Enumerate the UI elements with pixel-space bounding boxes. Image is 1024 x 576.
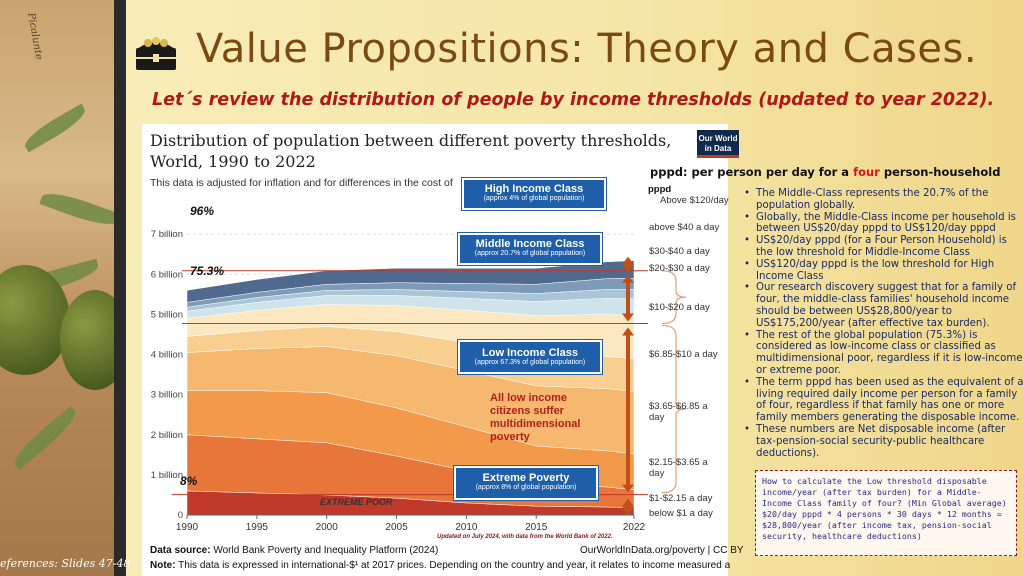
arrow-high-head-up — [622, 256, 634, 265]
owid-credit-link[interactable]: OurWorldInData.org/poverty | CC BY — [580, 545, 744, 556]
y-tick-label: 6 billion — [151, 269, 183, 280]
owid-logo-line2: in Data — [704, 144, 732, 153]
threshold-label: $3.65-$6.85 a day — [649, 401, 708, 423]
y-tick-label: 2 billion — [151, 430, 183, 441]
low-income-class-box: Low Income Class (approx 67.3% of global… — [458, 340, 602, 374]
owid-logo: Our World in Data — [697, 130, 739, 158]
y-tick-label: 4 billion — [151, 350, 183, 361]
y-tick-label: 5 billion — [151, 309, 183, 320]
olive-fruit-icon — [60, 290, 122, 390]
y-tick-label: 7 billion — [151, 229, 183, 240]
threshold-label: $2.15-$3.65 a day — [649, 457, 708, 479]
explanation-bullet-list: The Middle-Class represents the 20.7% of… — [740, 188, 1024, 459]
pct-8-label: 8% — [180, 474, 198, 488]
explanation-bullet: Globally, the Middle-Class income per ho… — [740, 212, 1024, 236]
explanation-bullet: Our research discovery suggest that for … — [740, 282, 1024, 329]
chart-subtitle: This data is adjusted for inflation and … — [150, 177, 453, 189]
pppd-suffix: person-household — [879, 165, 1001, 179]
calculation-note-box: How to calculate the Low threshold dispo… — [755, 470, 1017, 556]
explanation-bullet: The term pppd has been used as the equiv… — [740, 377, 1024, 424]
explanation-bullet: These numbers are Net disposable income … — [740, 424, 1024, 459]
explanation-bullet: The Middle-Class represents the 20.7% of… — [740, 188, 1024, 212]
chart-note-label: Note: — [150, 560, 176, 571]
pppd-four-highlight: four — [853, 165, 880, 179]
x-tick-label: 2005 — [385, 522, 408, 533]
chart-note-text: This data is expressed in international-… — [175, 560, 730, 571]
decorative-olive-panel: Picalunte — [0, 0, 122, 576]
threshold-label: $10-$20 a day — [649, 302, 710, 313]
y-tick-label: 1 billion — [151, 470, 183, 481]
pct-75-label: 75.3% — [190, 264, 225, 278]
high-income-title: High Income Class — [484, 183, 584, 195]
olive-leaf-icon — [39, 186, 121, 232]
x-tick-label: 2022 — [623, 522, 646, 533]
middle-income-class-box: Middle Income Class (approx 20.7% of glo… — [458, 233, 602, 265]
arrow-extreme-head-up — [622, 498, 634, 507]
pct-96-label: 96% — [190, 204, 215, 218]
x-tick-label: 1995 — [246, 522, 269, 533]
threshold-label: $30-$40 a day — [649, 246, 710, 257]
pppd-prefix: pppd: per person per day for a — [650, 165, 854, 179]
low-income-note: All low income citizens suffer multidime… — [490, 392, 581, 443]
x-tick-label: 1990 — [176, 522, 199, 533]
stacked-area-chart: 0 1 billion 2 billion 3 billion 4 billion 5 b… — [151, 229, 687, 533]
data-source: Data source: World Bank Poverty and Ineq… — [150, 545, 438, 556]
threshold-label: $1-$2.15 a day — [649, 493, 713, 504]
low-income-sub: (approx 67.3% of global population) — [474, 359, 586, 366]
arrow-extreme-head-down — [622, 507, 634, 515]
threshold-label: $20-$30 a day — [649, 263, 710, 274]
chart-title: Distribution of population between diffe… — [150, 131, 672, 171]
extreme-poverty-sub: (approx 8% of global population) — [475, 484, 577, 491]
arrow-low-head-down — [622, 484, 634, 493]
extreme-poor-label: EXTREME POOR — [320, 497, 393, 507]
arrow-high-head-down — [622, 264, 634, 273]
data-source-text: World Bank Poverty and Inequality Platfo… — [210, 545, 439, 556]
extreme-poverty-class-box: Extreme Poverty (approx 8% of global pop… — [454, 466, 598, 500]
explanation-bullet: US$120/day pppd is the low threshold for… — [740, 259, 1024, 283]
olive-leaf-icon — [20, 103, 90, 153]
threshold-label: above $40 a day — [649, 222, 720, 233]
threshold-label: Above $120/day — [660, 195, 729, 206]
arrow-low-head-up — [622, 327, 634, 336]
y-tick-label: 3 billion — [151, 390, 183, 401]
olive-leaf-icon — [9, 406, 81, 470]
middle-income-title: Middle Income Class — [475, 238, 585, 250]
x-tick-label: 2010 — [455, 522, 478, 533]
y-tick-label: 0 — [178, 510, 183, 521]
high-income-class-box: High Income Class (approx 4% of global p… — [462, 178, 606, 210]
owid-logo-line1: Our World — [698, 134, 738, 143]
arrow-middle-head-down — [622, 313, 634, 322]
middle-income-sub: (approx 20.7% of global population) — [474, 250, 586, 257]
brace-middle-class — [661, 270, 687, 325]
chart-note: Note: This data is expressed in internat… — [150, 560, 730, 571]
artist-signature: Picalunte — [25, 12, 45, 61]
divider-bar — [114, 0, 126, 576]
low-income-title: Low Income Class — [482, 347, 578, 359]
pppd-definition: pppd: per person per day for a four pers… — [650, 165, 1000, 179]
olive-fruit-icon — [0, 265, 70, 375]
x-tick-label: 2000 — [316, 522, 339, 533]
explanation-bullet: The rest of the global population (75.3%… — [740, 330, 1024, 377]
page-subtitle: Let´s review the distribution of people … — [152, 90, 995, 110]
references-note: eferences: Slides 47-48 — [0, 557, 131, 570]
pppd-short-label: pppd — [648, 184, 672, 195]
updated-note: Updated on July 2024, with data from the… — [437, 534, 613, 540]
high-income-sub: (approx 4% of global population) — [483, 195, 585, 202]
page-title: Value Propositions: Theory and Cases. — [196, 26, 978, 72]
threshold-label: below $1 a day — [649, 508, 713, 519]
treasure-chest-icon — [136, 37, 176, 70]
arrow-middle-head-up — [622, 274, 634, 283]
brace-low-class — [661, 324, 687, 494]
x-tick-label: 2015 — [525, 522, 548, 533]
data-source-label: Data source: — [150, 545, 211, 556]
extreme-poverty-title: Extreme Poverty — [482, 472, 570, 484]
threshold-label: $6.85-$10 a day — [649, 349, 718, 360]
explanation-bullet: US$20/day pppd (for a Four Person Househ… — [740, 235, 1024, 259]
